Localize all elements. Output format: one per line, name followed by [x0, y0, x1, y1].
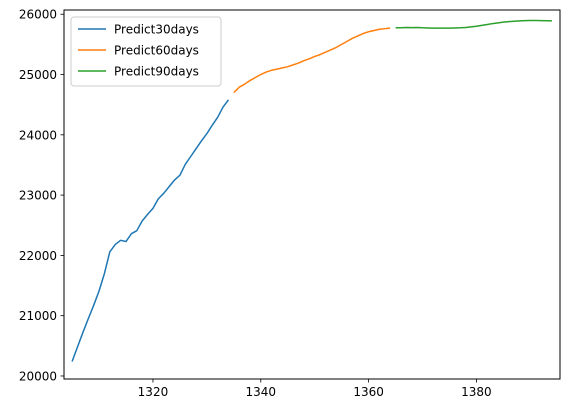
legend-label-predict90days: Predict90days — [114, 65, 199, 79]
plot-frame — [63, 9, 561, 380]
series-line-predict30days — [71, 99, 230, 362]
legend-label-predict30days: Predict30days — [114, 23, 199, 37]
y-axis: 20000 21000 22000 23000 24000 25000 26000 — [19, 8, 64, 383]
series-line-predict60days — [233, 27, 391, 94]
y-tick-label: 21000 — [19, 309, 57, 323]
y-tick-label: 23000 — [19, 189, 57, 203]
legend: Predict30days Predict60days Predict90days — [70, 16, 222, 87]
legend-label-predict60days: Predict60days — [114, 44, 199, 58]
legend-box — [70, 16, 222, 87]
y-tick-label: 24000 — [19, 128, 57, 142]
x-tick-label: 1380 — [461, 385, 492, 399]
series-layer — [71, 19, 552, 362]
x-axis: 1320 1340 1360 1380 — [138, 379, 492, 399]
series-line-predict90days — [395, 19, 552, 29]
y-tick-label: 25000 — [19, 68, 57, 82]
y-tick-label: 26000 — [19, 8, 57, 22]
x-tick-label: 1340 — [246, 385, 277, 399]
y-tick-label: 20000 — [19, 369, 57, 383]
x-tick-label: 1320 — [138, 385, 169, 399]
y-tick-label: 22000 — [19, 249, 57, 263]
x-tick-label: 1360 — [353, 385, 384, 399]
